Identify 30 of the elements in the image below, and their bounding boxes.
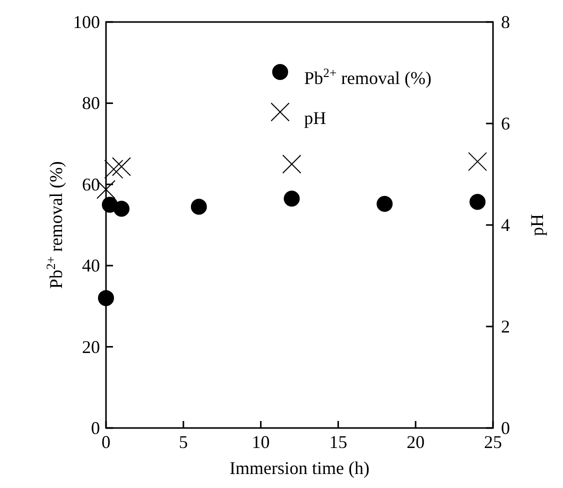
point <box>284 190 300 207</box>
y-tick-label: 40 <box>82 256 100 276</box>
point <box>468 152 488 172</box>
y2-tick-label: 2 <box>501 316 510 336</box>
y2-axis-title: pH <box>527 214 547 236</box>
y-tick-label: 0 <box>91 418 100 438</box>
y-tick-label: 60 <box>82 174 100 194</box>
y2-tick-label: 0 <box>501 418 510 438</box>
y-tick-label: 80 <box>82 93 100 114</box>
point <box>470 194 486 210</box>
point <box>104 160 124 179</box>
point <box>282 154 302 174</box>
x-axis-title: Immersion time (h) <box>230 458 370 478</box>
point <box>113 200 130 217</box>
x-tick-label: 25 <box>484 432 502 452</box>
point <box>112 157 131 176</box>
x-tick-label: 5 <box>178 432 188 452</box>
y2-tick-label: 6 <box>501 114 510 134</box>
x-tick-label: 20 <box>406 432 425 452</box>
x-tick-label: 15 <box>329 432 348 452</box>
x-tick-label: 10 <box>252 432 270 452</box>
point <box>98 290 114 306</box>
legend-label: pH <box>304 108 326 128</box>
legend-label: Pb$^{2+}$ removal (%) <box>304 66 432 88</box>
y2-tick-label: 4 <box>501 215 510 235</box>
y-tick-label: 100 <box>73 12 100 32</box>
point <box>376 196 393 212</box>
y-tick-label: 20 <box>82 336 100 357</box>
y2-tick-label: 8 <box>501 12 510 32</box>
point <box>190 198 207 215</box>
